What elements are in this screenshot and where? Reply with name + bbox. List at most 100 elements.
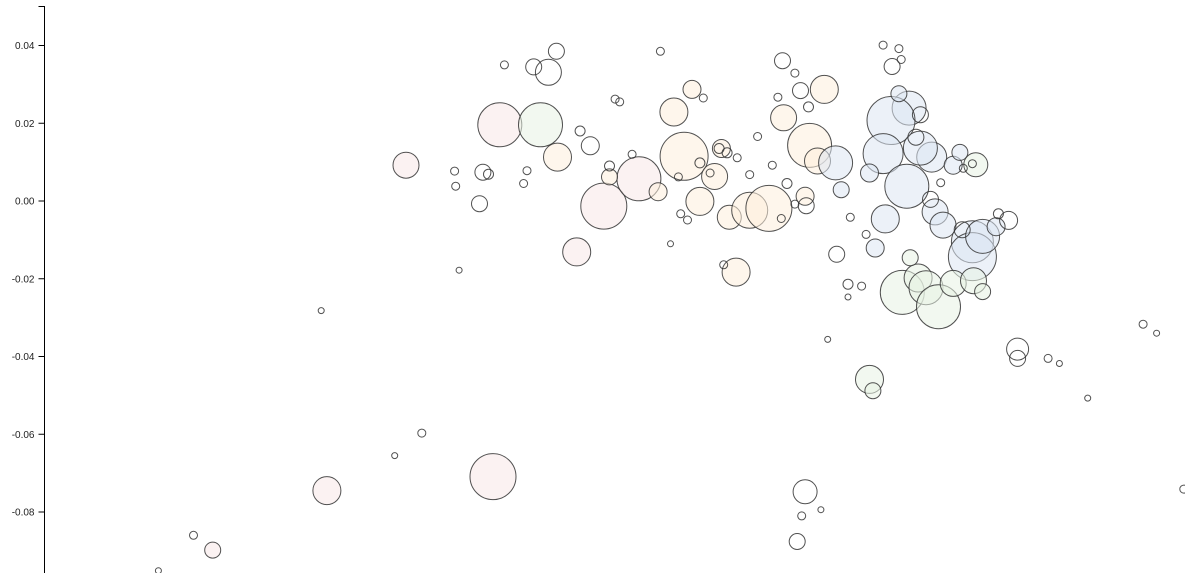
- bubble-point[interactable]: [861, 229, 871, 239]
- bubble-point[interactable]: [890, 85, 908, 103]
- bubble-point[interactable]: [797, 197, 815, 215]
- bubble-point[interactable]: [477, 102, 523, 148]
- bubble-point[interactable]: [862, 133, 904, 175]
- bubble-point[interactable]: [469, 453, 517, 501]
- bubble-point[interactable]: [864, 382, 882, 400]
- bubble-point[interactable]: [745, 170, 755, 180]
- bubble-point[interactable]: [154, 567, 162, 573]
- bubble-point[interactable]: [683, 215, 692, 225]
- bubble-point[interactable]: [773, 92, 783, 102]
- bubble-point[interactable]: [189, 530, 198, 540]
- bubble-point[interactable]: [878, 40, 888, 50]
- bubble-point[interactable]: [659, 97, 689, 127]
- bubble-point[interactable]: [958, 163, 968, 173]
- bubble-point[interactable]: [610, 94, 620, 104]
- bubble-point[interactable]: [907, 128, 925, 146]
- bubble-point[interactable]: [667, 240, 674, 248]
- bubble-point[interactable]: [795, 186, 815, 206]
- bubble-point[interactable]: [974, 283, 992, 301]
- bubble-point[interactable]: [543, 142, 572, 172]
- bubble-point[interactable]: [1043, 353, 1053, 363]
- bubble-point[interactable]: [790, 199, 800, 209]
- bubble-point[interactable]: [753, 132, 763, 141]
- bubble-point[interactable]: [676, 209, 686, 219]
- bubble-point[interactable]: [992, 208, 1004, 220]
- bubble-point[interactable]: [1138, 319, 1148, 329]
- bubble-point[interactable]: [204, 541, 222, 559]
- bubble-point[interactable]: [534, 58, 562, 86]
- bubble-point[interactable]: [574, 125, 586, 137]
- bubble-point[interactable]: [818, 145, 854, 181]
- bubble-point[interactable]: [450, 166, 460, 176]
- bubble-point[interactable]: [936, 178, 946, 188]
- bubble-point[interactable]: [1006, 337, 1030, 361]
- bubble-point[interactable]: [547, 42, 565, 60]
- bubble-point[interactable]: [655, 46, 665, 56]
- bubble-point[interactable]: [499, 60, 509, 70]
- bubble-point[interactable]: [790, 68, 800, 78]
- bubble-point[interactable]: [774, 52, 791, 70]
- bubble-point[interactable]: [685, 186, 715, 216]
- bubble-point[interactable]: [857, 281, 867, 291]
- bubble-point[interactable]: [922, 190, 939, 208]
- bubble-point[interactable]: [884, 163, 930, 209]
- bubble-point[interactable]: [601, 168, 618, 186]
- bubble-point[interactable]: [870, 204, 900, 234]
- bubble-point[interactable]: [391, 452, 399, 460]
- bubble-point[interactable]: [518, 102, 563, 148]
- bubble-point[interactable]: [929, 211, 957, 239]
- bubble-point[interactable]: [659, 131, 709, 181]
- bubble-point[interactable]: [721, 257, 751, 287]
- bubble-point[interactable]: [842, 278, 854, 290]
- bubble-point[interactable]: [648, 182, 668, 202]
- bubble-point[interactable]: [525, 58, 543, 76]
- bubble-point[interactable]: [894, 44, 904, 54]
- bubble-point[interactable]: [522, 166, 532, 176]
- bubble-point[interactable]: [951, 143, 969, 161]
- bubble-point[interactable]: [999, 210, 1019, 230]
- bubble-point[interactable]: [604, 160, 615, 172]
- bubble-point[interactable]: [455, 266, 463, 274]
- bubble-point[interactable]: [451, 181, 461, 191]
- bubble-point[interactable]: [519, 179, 529, 188]
- bubble-point[interactable]: [1055, 360, 1063, 367]
- bubble-point[interactable]: [883, 58, 901, 75]
- bubble-point[interactable]: [911, 106, 929, 124]
- bubble-point[interactable]: [745, 184, 793, 232]
- bubble-point[interactable]: [844, 293, 852, 301]
- bubble-point[interactable]: [809, 74, 839, 104]
- bubble-point[interactable]: [792, 479, 818, 505]
- bubble-point[interactable]: [845, 212, 855, 222]
- bubble-point[interactable]: [781, 178, 793, 189]
- bubble-point[interactable]: [417, 428, 427, 438]
- bubble-point[interactable]: [967, 159, 977, 169]
- bubble-point[interactable]: [1084, 394, 1092, 402]
- bubble-point[interactable]: [953, 221, 971, 239]
- bubble-point[interactable]: [788, 533, 806, 550]
- bubble-point[interactable]: [896, 55, 906, 64]
- bubble-point[interactable]: [1179, 484, 1185, 494]
- bubble-point[interactable]: [483, 168, 494, 180]
- bubble-point[interactable]: [860, 163, 879, 183]
- bubble-point[interactable]: [824, 335, 832, 343]
- bubble-point[interactable]: [474, 163, 492, 181]
- bubble-point[interactable]: [701, 163, 729, 190]
- bubble-point[interactable]: [580, 136, 600, 156]
- bubble-point[interactable]: [721, 147, 733, 159]
- bubble-point[interactable]: [698, 93, 708, 103]
- bubble-point[interactable]: [705, 168, 715, 178]
- bubble-point[interactable]: [901, 249, 919, 267]
- bubble-point[interactable]: [392, 151, 420, 179]
- bubble-point[interactable]: [562, 237, 592, 267]
- bubble-point[interactable]: [770, 104, 798, 132]
- bubble-point[interactable]: [732, 153, 742, 163]
- bubble-point[interactable]: [694, 157, 706, 169]
- bubble-point[interactable]: [832, 181, 850, 199]
- bubble-point[interactable]: [828, 245, 846, 263]
- bubble-point[interactable]: [627, 149, 637, 159]
- bubble-point[interactable]: [317, 307, 325, 315]
- bubble-point[interactable]: [767, 160, 777, 170]
- bubble-point[interactable]: [792, 82, 809, 100]
- bubble-point[interactable]: [719, 260, 729, 270]
- bubble-point[interactable]: [312, 476, 342, 506]
